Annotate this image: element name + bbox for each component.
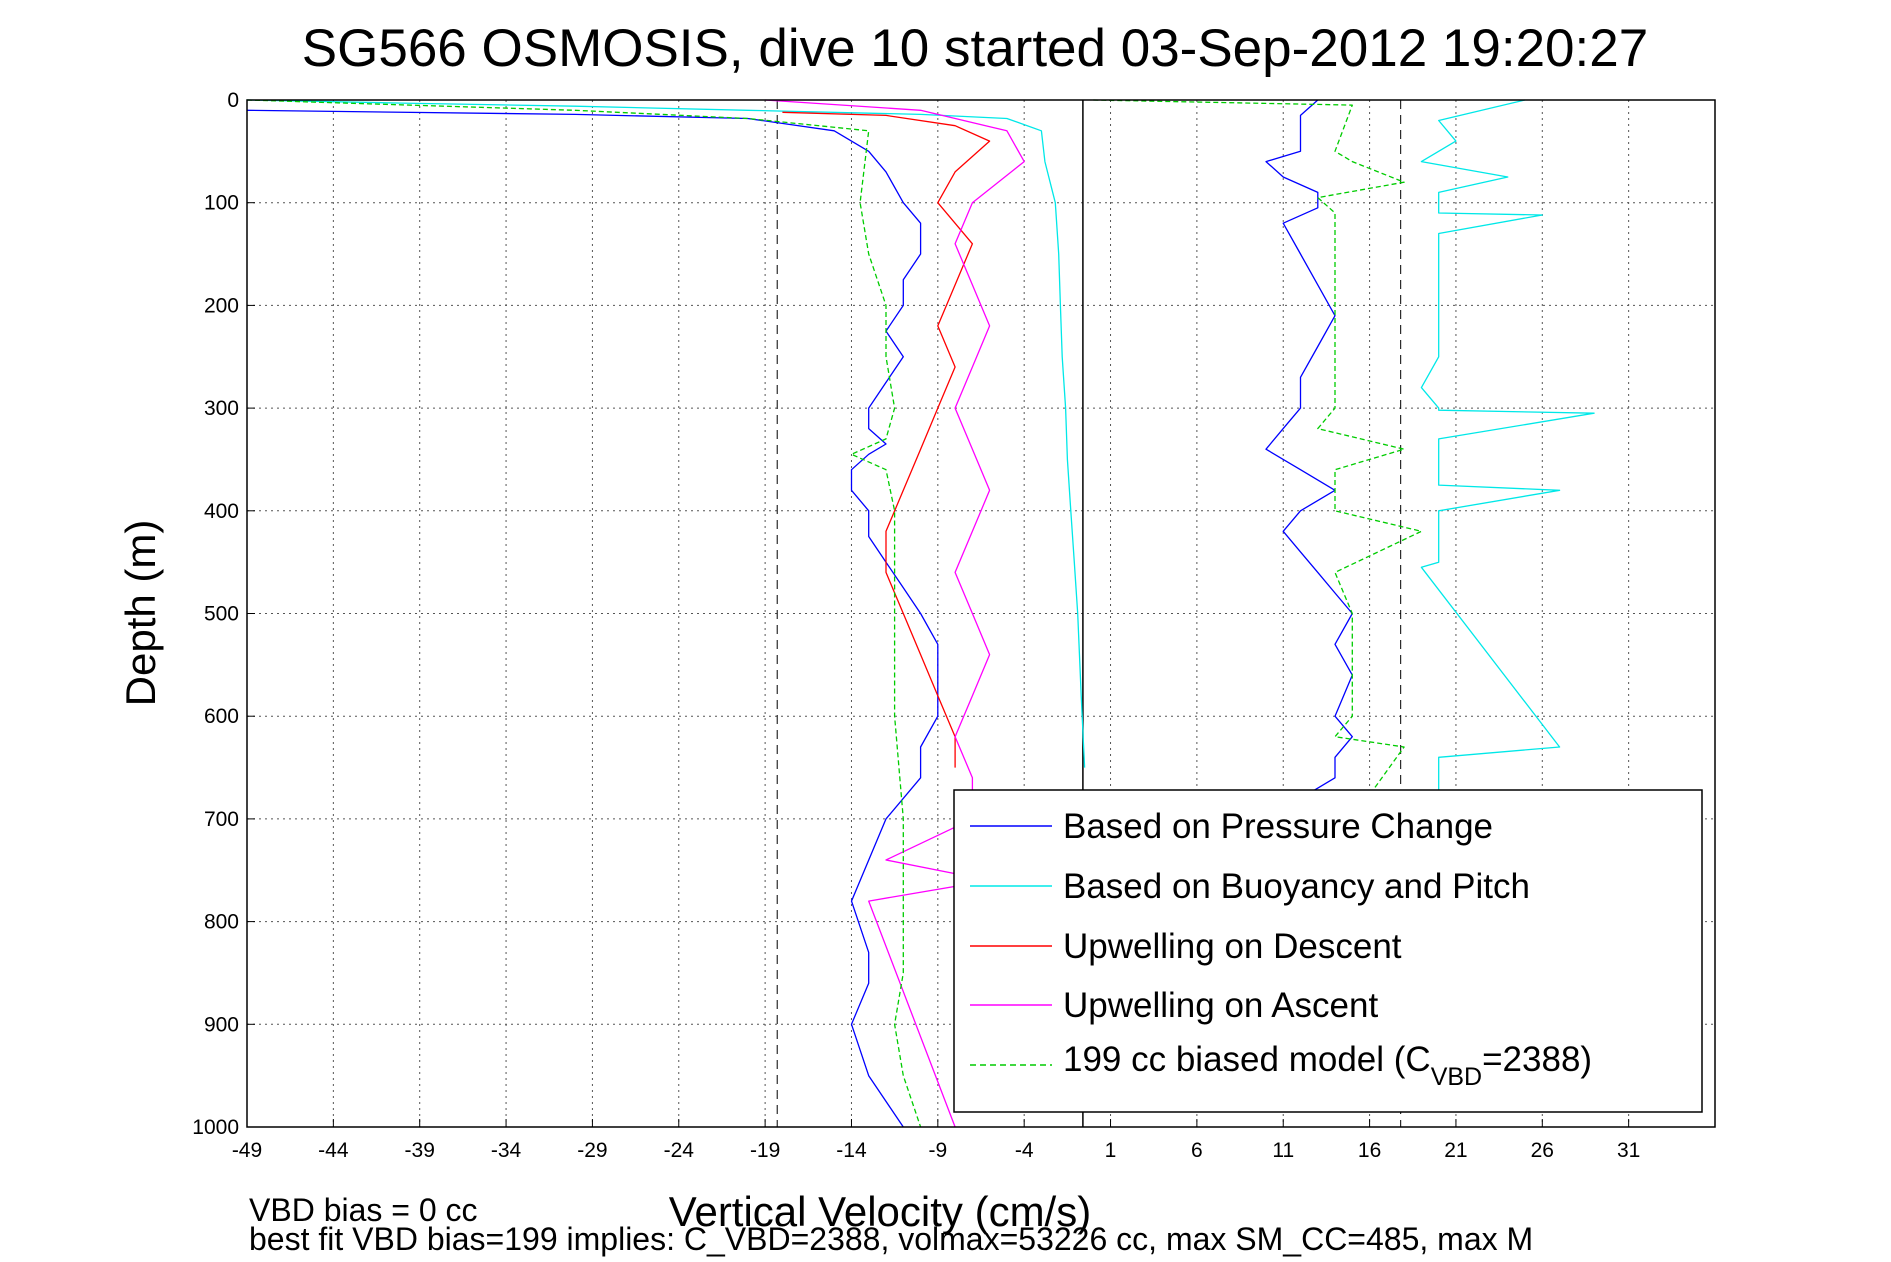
series-line-based-on-pressure-change-ascent (1265, 99, 1353, 819)
x-tick-label: -34 (491, 1139, 522, 1162)
legend-label-model: 199 cc biased model (CVBD=2388) (1063, 1040, 1592, 1091)
x-tick-label: 6 (1191, 1139, 1203, 1162)
y-ticks: 0 100 200 300 400 500 600 700 800 900 1000 (192, 89, 255, 1139)
legend-label-model-main: 199 cc biased model (C (1063, 1040, 1431, 1079)
x-tick-label: -4 (1015, 1139, 1034, 1162)
x-tick-label: 31 (1617, 1139, 1640, 1162)
x-tick-label: -44 (318, 1139, 349, 1162)
y-tick-label: 800 (204, 911, 239, 934)
y-tick-label: 200 (204, 294, 239, 317)
series-line-199-cc-biased-model-c-vbd-2388-descent (246, 99, 922, 1128)
chart-title: SG566 OSMOSIS, dive 10 started 03-Sep-20… (302, 19, 1648, 78)
series-line-199-cc-biased-model-c-vbd-2388-ascent (1093, 99, 1423, 820)
footer-best-fit: best fit VBD bias=199 implies: C_VBD=238… (249, 1221, 1533, 1257)
series-line-based-on-buoyancy-and-pitch-descent (246, 99, 1086, 768)
x-tick-label: 26 (1531, 1139, 1554, 1162)
y-tick-label: 700 (204, 808, 239, 831)
legend-label-descent: Upwelling on Descent (1063, 927, 1402, 966)
footer-vbd-bias: VBD bias = 0 cc (249, 1192, 478, 1228)
y-tick-label: 300 (204, 397, 239, 420)
series-line-based-on-buoyancy-and-pitch-ascent (1420, 99, 1595, 819)
legend-label-ascent: Upwelling on Ascent (1063, 986, 1378, 1025)
legend-box (953, 789, 1703, 1113)
legend: Based on Pressure Change Based on Buoyan… (953, 789, 1703, 1113)
x-tick-label: -19 (750, 1139, 780, 1162)
legend-label-pressure: Based on Pressure Change (1063, 807, 1493, 846)
x-tick-label: -49 (232, 1139, 262, 1162)
y-tick-label: 1000 (192, 1116, 239, 1139)
x-tick-label: -24 (664, 1139, 695, 1162)
y-tick-label: 0 (227, 89, 239, 112)
y-tick-label: 100 (204, 192, 239, 215)
y-tick-label: 400 (204, 500, 239, 523)
legend-label-model-sub: VBD (1431, 1063, 1482, 1091)
y-tick-label: 600 (204, 705, 239, 728)
legend-label-model-tail: =2388) (1482, 1040, 1592, 1079)
x-ticks: -49 -44 -39 -34 -29 -24 -19 -14 -9 -4 1 6 11 16 21 26 31 (232, 1119, 1640, 1162)
x-tick-label: 1 (1105, 1139, 1117, 1162)
x-tick-label: -39 (405, 1139, 435, 1162)
x-tick-label: 16 (1358, 1139, 1381, 1162)
x-tick-label: -9 (928, 1139, 947, 1162)
x-tick-label: -29 (577, 1139, 607, 1162)
x-tick-label: 11 (1272, 1139, 1294, 1162)
legend-label-buoyancy: Based on Buoyancy and Pitch (1063, 867, 1530, 906)
x-tick-label: 21 (1444, 1139, 1467, 1162)
series-line-based-on-pressure-change-descent (246, 109, 939, 1128)
x-tick-label: -14 (836, 1139, 867, 1162)
x-axis-label: Vertical Velocity (cm/s) (669, 1188, 1091, 1235)
y-tick-label: 500 (204, 603, 239, 626)
y-tick-label: 900 (204, 1013, 239, 1036)
series-line-upwelling-on-descent-descent (782, 111, 991, 768)
y-axis-label: Depth (m) (117, 520, 164, 707)
